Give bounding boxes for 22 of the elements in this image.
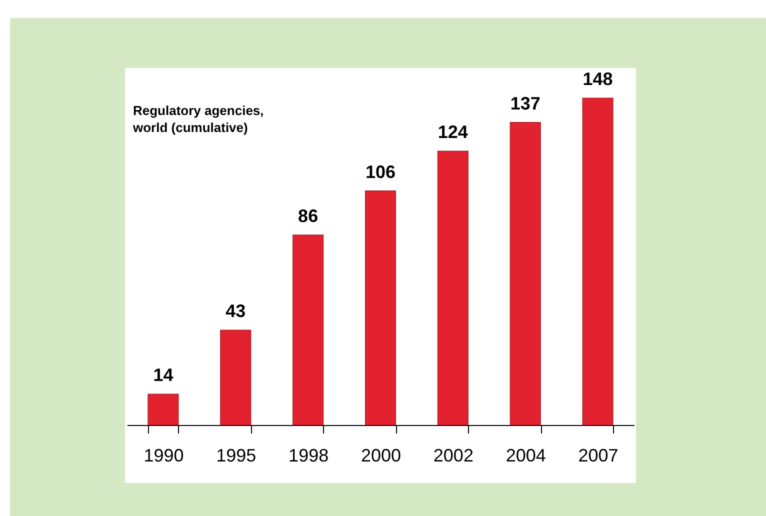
x-tick-label: 2004 bbox=[506, 446, 546, 466]
data-label: 124 bbox=[438, 122, 468, 142]
text: Regulatory agencies, world (cumulative) bbox=[132, 103, 264, 135]
x-tick-label: 1995 bbox=[216, 446, 256, 466]
bar bbox=[220, 330, 252, 426]
data-label: 43 bbox=[226, 300, 246, 321]
data-label: 137 bbox=[510, 93, 540, 114]
x-tick-label: 2000 bbox=[360, 446, 402, 466]
x-tick-label: 2002 bbox=[433, 446, 474, 466]
bar bbox=[292, 234, 324, 426]
data-label: 148 bbox=[582, 69, 613, 89]
data-label: 86 bbox=[298, 206, 318, 226]
x-tick-label: 1990 bbox=[144, 446, 184, 466]
x-tick-label: 2007 bbox=[578, 446, 618, 466]
bar bbox=[437, 150, 468, 426]
x-tick-label: 1998 bbox=[288, 446, 329, 466]
bar bbox=[582, 98, 614, 426]
bar bbox=[510, 122, 541, 426]
bar bbox=[148, 394, 179, 426]
data-label: 14 bbox=[153, 365, 174, 386]
data-label: 106 bbox=[365, 162, 396, 182]
bar bbox=[364, 190, 396, 426]
